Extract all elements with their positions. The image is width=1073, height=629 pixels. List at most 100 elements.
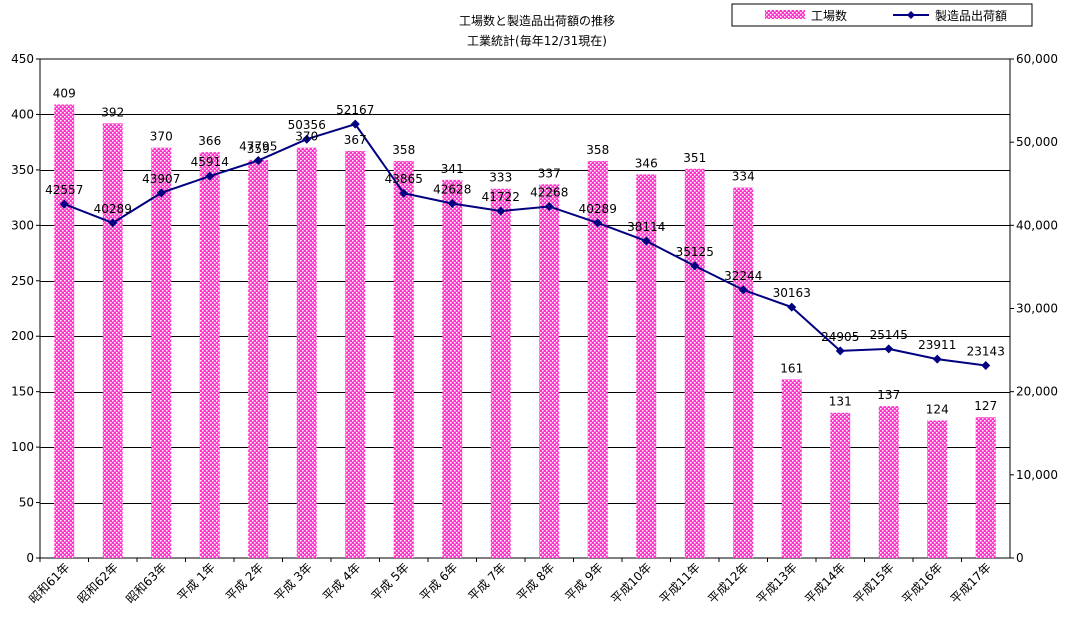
- x-tick-label: 平成17年: [948, 560, 994, 606]
- line-point: [399, 188, 409, 198]
- y-left-tick-label: 250: [11, 274, 34, 288]
- line-value-label: 38114: [627, 220, 665, 234]
- y-right-tick-label: 20,000: [1016, 385, 1058, 399]
- y-left-tick-label: 100: [11, 440, 34, 454]
- y-left-tick-label: 200: [11, 329, 34, 343]
- x-tick-label: 昭和62年: [75, 560, 121, 606]
- bar-value-label: 333: [489, 171, 512, 185]
- y-left-tick-label: 350: [11, 163, 34, 177]
- legend: 工場数 製造品出荷額: [731, 3, 1033, 27]
- x-tick-label: 平成 4年: [320, 560, 363, 603]
- bar-value-label: 334: [732, 170, 755, 184]
- x-tick-label: 昭和61年: [26, 560, 72, 606]
- line-value-label: 52167: [336, 103, 374, 117]
- line-point: [156, 188, 166, 198]
- line-point: [981, 361, 991, 371]
- chart-subtitle: 工業統計(毎年12/31現在): [467, 33, 607, 48]
- x-tick-label: 平成12年: [705, 560, 751, 606]
- bar-value-label: 409: [53, 86, 76, 100]
- bar: [587, 161, 608, 559]
- legend-label-line: 製造品出荷額: [935, 9, 1007, 23]
- line-value-label: 50356: [288, 118, 326, 132]
- line-value-label: 23911: [918, 338, 956, 352]
- x-tick-label: 平成 8年: [514, 560, 557, 603]
- y-left-tick-label: 0: [26, 551, 34, 565]
- gridlines: [39, 58, 1011, 559]
- x-tick-label: 平成 9年: [562, 560, 605, 603]
- line-point: [835, 346, 845, 356]
- line-value-label: 24905: [821, 330, 859, 344]
- y-right-tick-label: 30,000: [1016, 302, 1058, 316]
- line-value-label: 47795: [239, 140, 277, 154]
- line-value-label: 42557: [45, 183, 83, 197]
- bar: [490, 188, 511, 559]
- x-tick-label: 平成15年: [851, 560, 897, 606]
- plot-frame: [39, 58, 1011, 559]
- legend-label-bars: 工場数: [811, 8, 847, 23]
- line-point: [496, 206, 506, 216]
- bar-value-label: 370: [150, 130, 173, 144]
- x-tick-label: 平成 6年: [417, 560, 460, 603]
- line-value-label: 40289: [579, 202, 617, 216]
- bar-value-label: 359: [247, 142, 270, 156]
- line-value-label: 42268: [530, 185, 568, 199]
- line-point: [690, 261, 700, 271]
- y-left-tick-label: 300: [11, 218, 34, 232]
- y-right-tick-label: 50,000: [1016, 135, 1058, 149]
- y-left-tick-label: 50: [19, 496, 34, 510]
- line-point: [253, 156, 263, 166]
- line-value-label: 42628: [433, 182, 471, 196]
- line-value-label: 40289: [94, 202, 132, 216]
- bar: [102, 123, 123, 558]
- bar: [539, 184, 560, 558]
- line-point: [205, 171, 215, 181]
- bar-value-label: 127: [974, 399, 997, 413]
- bar-value-label: 358: [392, 143, 415, 157]
- line-point: [932, 354, 942, 364]
- line-point: [544, 201, 554, 211]
- data-labels: 409 392 370 366 359 370 367 358 341 333 337 358 346 3…: [45, 86, 1005, 416]
- bar: [927, 420, 948, 558]
- x-tick-label: 平成 2年: [223, 560, 266, 603]
- line-value-label: 43907: [142, 172, 180, 186]
- bar-value-label: 124: [926, 402, 949, 416]
- bar-value-label: 358: [586, 143, 609, 157]
- line-point: [350, 119, 360, 129]
- line-value-label: 23143: [967, 345, 1005, 359]
- line-path: [63, 122, 986, 367]
- legend-box: [731, 3, 1033, 27]
- line-series: [59, 119, 991, 371]
- bar: [345, 151, 366, 558]
- bar-value-label: 137: [877, 388, 900, 402]
- y-left-tick-label: 150: [11, 385, 34, 399]
- line-point: [787, 302, 797, 312]
- bar-value-label: 366: [198, 134, 221, 148]
- bar: [199, 152, 220, 558]
- line-point: [593, 218, 603, 228]
- line-point: [447, 198, 457, 208]
- bar: [393, 161, 414, 559]
- x-tick-label: 平成14年: [802, 560, 848, 606]
- y-left-tick-label: 450: [11, 52, 34, 66]
- bar: [54, 104, 75, 558]
- x-tick-label: 昭和63年: [123, 560, 169, 606]
- line-point: [108, 218, 118, 228]
- y-right-tick-label: 60,000: [1016, 52, 1058, 66]
- bar: [733, 187, 754, 558]
- bar: [781, 379, 802, 558]
- line-value-label: 43865: [385, 172, 423, 186]
- chart-title: 工場数と製造品出荷額の推移: [459, 13, 615, 28]
- bar: [684, 168, 705, 558]
- legend-marker: [907, 11, 915, 19]
- line-value-label: 41722: [482, 190, 520, 204]
- line-value-label: 45914: [191, 155, 229, 169]
- line-point: [738, 285, 748, 295]
- y-right-tick-label: 10,000: [1016, 468, 1058, 482]
- x-tick-label: 平成11年: [657, 560, 703, 606]
- bar-value-label: 367: [344, 133, 367, 147]
- y-right-tick-label: 0: [1016, 551, 1024, 565]
- line-point: [641, 236, 651, 246]
- bar-value-label: 131: [829, 395, 852, 409]
- x-tick-label: 平成 5年: [368, 560, 411, 603]
